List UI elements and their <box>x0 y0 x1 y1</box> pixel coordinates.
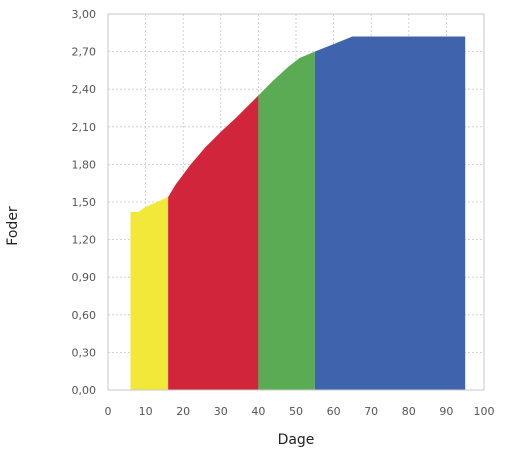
y-tick-label: 1,50 <box>72 196 97 209</box>
x-axis-ticks: 0 10 20 30 40 50 60 70 80 90 100 <box>105 405 495 418</box>
x-tick-label: 70 <box>364 405 378 418</box>
y-tick-label: 3,00 <box>72 8 97 21</box>
x-tick-label: 20 <box>176 405 190 418</box>
x-tick-label: 90 <box>439 405 453 418</box>
y-tick-label: 2,10 <box>72 121 97 134</box>
y-tick-label: 0,30 <box>72 346 97 359</box>
area-series-2 <box>168 95 259 390</box>
x-tick-label: 30 <box>214 405 228 418</box>
y-tick-label: 0,90 <box>72 271 97 284</box>
x-tick-label: 80 <box>402 405 416 418</box>
area-series-1 <box>130 196 169 390</box>
x-tick-label: 0 <box>105 405 112 418</box>
x-tick-label: 100 <box>474 405 495 418</box>
x-tick-label: 60 <box>327 405 341 418</box>
y-tick-label: 2,40 <box>72 83 97 96</box>
area-series-3 <box>258 51 315 390</box>
y-axis-ticks: 0,00 0,30 0,60 0,90 1,20 1,50 1,80 2,10 2,40 2,70… <box>72 8 97 397</box>
x-tick-label: 50 <box>289 405 303 418</box>
area-series-group <box>130 36 466 391</box>
x-tick-label: 40 <box>251 405 265 418</box>
y-tick-label: 0,00 <box>72 384 97 397</box>
x-tick-label: 10 <box>139 405 153 418</box>
y-tick-label: 1,80 <box>72 158 97 171</box>
plot-frame <box>107 13 485 391</box>
y-tick-label: 1,20 <box>72 234 97 247</box>
y-axis-label: Foder <box>5 206 21 246</box>
x-axis-label: Dage <box>278 432 315 448</box>
area-series-4 <box>314 36 466 391</box>
y-tick-label: 0,60 <box>72 309 97 322</box>
y-tick-label: 2,70 <box>72 46 97 59</box>
